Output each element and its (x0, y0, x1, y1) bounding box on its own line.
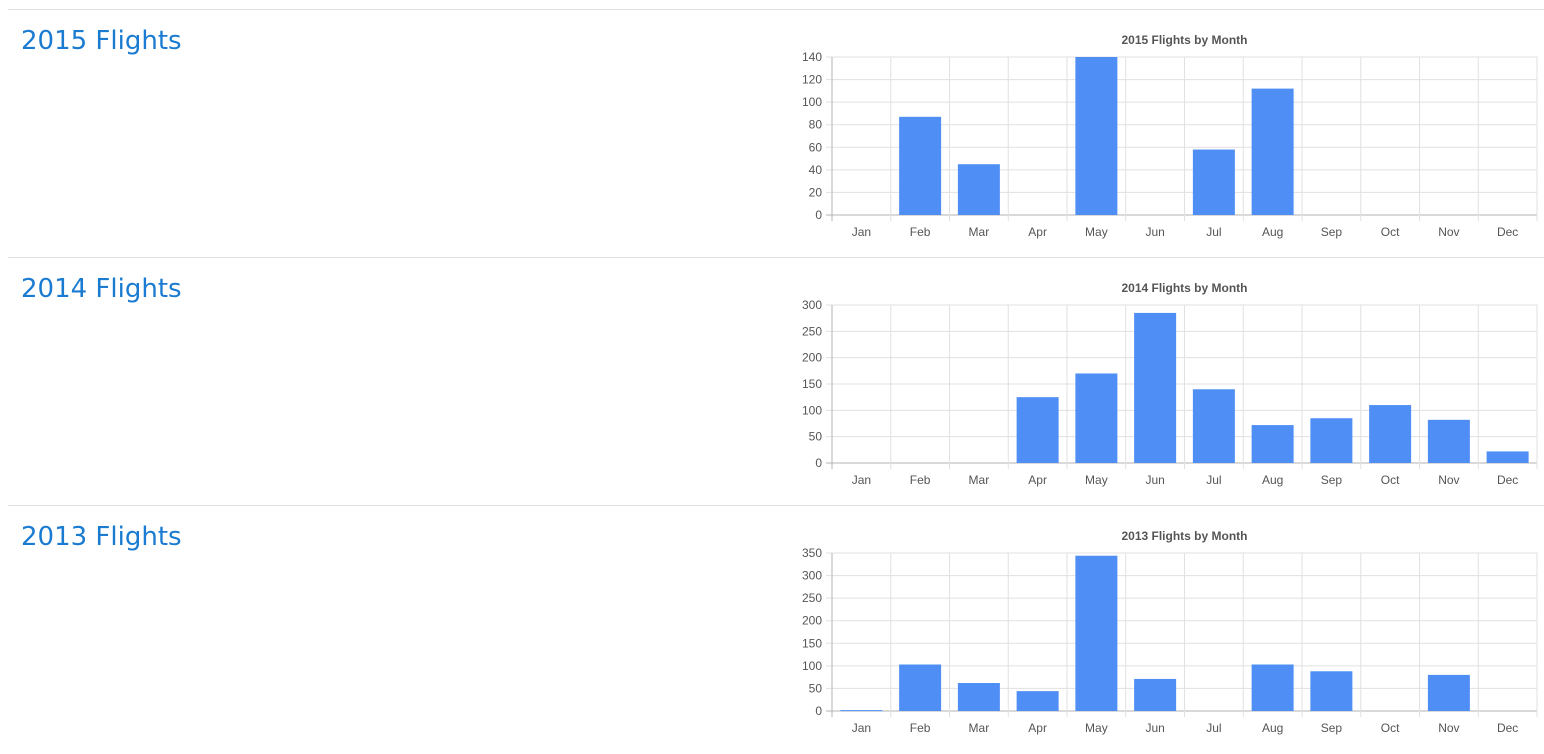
bar-sep (1310, 418, 1353, 463)
x-tick-label-dec: Dec (1497, 225, 1518, 239)
x-tick-label-jun: Jun (1145, 225, 1164, 239)
bar-nov (1427, 419, 1470, 463)
x-tick-label-oct: Oct (1381, 473, 1400, 487)
x-tick-label-dec: Dec (1497, 721, 1518, 735)
x-tick-label-oct: Oct (1381, 225, 1400, 239)
bar-may (1075, 57, 1118, 215)
y-tick-label: 0 (815, 456, 822, 470)
y-tick-label: 100 (802, 659, 822, 673)
x-tick-label-mar: Mar (969, 225, 990, 239)
flights-section-2015: 2015 Flights 2015 Flights by Month 0 20 40 6… (8, 9, 1544, 257)
bar-jan (840, 710, 883, 712)
section-title-2015: 2015 Flights (21, 26, 182, 56)
x-tick-label-oct: Oct (1381, 721, 1400, 735)
x-tick-label-nov: Nov (1438, 473, 1459, 487)
y-tick-label: 40 (809, 163, 823, 177)
bar-aug (1251, 88, 1294, 215)
section-title-2014: 2014 Flights (21, 274, 182, 304)
bar-apr (1016, 691, 1059, 711)
y-tick-label: 80 (809, 118, 823, 132)
y-tick-label: 100 (802, 403, 822, 417)
x-tick-label-jul: Jul (1206, 721, 1221, 735)
bar-nov (1427, 674, 1470, 711)
bar-mar (957, 683, 1000, 711)
bar-jul (1192, 149, 1235, 215)
x-tick-label-sep: Sep (1321, 473, 1343, 487)
chart-2014-flights-by-month: 2014 Flights by Month 0 50 100 150 200 250 300 J… (802, 281, 1538, 487)
x-tick-label-jun: Jun (1145, 721, 1164, 735)
y-tick-label: 150 (802, 377, 822, 391)
bar-aug (1251, 425, 1294, 463)
y-tick-label: 20 (809, 185, 823, 199)
x-tick-label-jan: Jan (852, 225, 871, 239)
x-tick-label-jul: Jul (1206, 225, 1221, 239)
bar-aug (1251, 664, 1294, 711)
x-tick-label-apr: Apr (1028, 225, 1047, 239)
bar-apr (1016, 397, 1059, 463)
y-tick-label: 140 (802, 50, 822, 64)
chart-2015-flights-by-month: 2015 Flights by Month 0 20 40 60 80 100 120 140 J… (802, 33, 1538, 239)
y-tick-label: 250 (802, 324, 822, 338)
x-tick-label-mar: Mar (969, 721, 990, 735)
x-tick-label-jan: Jan (852, 473, 871, 487)
x-tick-label-apr: Apr (1028, 473, 1047, 487)
bar-sep (1310, 671, 1353, 711)
y-tick-label: 200 (802, 614, 822, 628)
bar-oct (1369, 405, 1412, 463)
x-tick-label-sep: Sep (1321, 721, 1343, 735)
x-tick-label-jul: Jul (1206, 473, 1221, 487)
y-tick-label: 120 (802, 73, 822, 87)
bar-may (1075, 555, 1118, 711)
x-tick-label-feb: Feb (910, 721, 931, 735)
x-tick-label-jan: Jan (852, 721, 871, 735)
x-tick-label-may: May (1085, 721, 1108, 735)
chart-title: 2014 Flights by Month (1121, 281, 1247, 295)
x-tick-label-feb: Feb (910, 473, 931, 487)
y-tick-label: 60 (809, 140, 823, 154)
x-tick-label-may: May (1085, 225, 1108, 239)
x-tick-label-dec: Dec (1497, 473, 1518, 487)
x-tick-label-aug: Aug (1262, 473, 1283, 487)
y-tick-label: 250 (802, 591, 822, 605)
x-tick-label-aug: Aug (1262, 225, 1283, 239)
y-tick-label: 50 (809, 681, 823, 695)
x-tick-label-aug: Aug (1262, 721, 1283, 735)
bar-mar (957, 164, 1000, 215)
flights-section-2013: 2013 Flights 2013 Flights by Month 0 50 100… (8, 505, 1544, 753)
x-tick-label-sep: Sep (1321, 225, 1343, 239)
y-tick-label: 350 (802, 546, 822, 560)
y-tick-label: 50 (809, 430, 823, 444)
section-title-2013: 2013 Flights (21, 522, 182, 552)
flights-section-2014: 2014 Flights 2014 Flights by Month 0 50 100… (8, 257, 1544, 505)
y-tick-label: 0 (815, 704, 822, 718)
y-tick-label: 300 (802, 298, 822, 312)
x-tick-label-mar: Mar (969, 473, 990, 487)
chart-title: 2013 Flights by Month (1121, 529, 1247, 543)
y-tick-label: 200 (802, 351, 822, 365)
bar-feb (899, 116, 942, 215)
bar-dec (1486, 451, 1529, 463)
chart-2013-flights-by-month: 2013 Flights by Month 0 50 100 150 200 250 300 3… (802, 529, 1538, 735)
bar-feb (899, 664, 942, 711)
x-tick-label-nov: Nov (1438, 225, 1459, 239)
bar-may (1075, 373, 1118, 463)
y-tick-label: 100 (802, 95, 822, 109)
bar-jul (1192, 389, 1235, 463)
x-tick-label-feb: Feb (910, 225, 931, 239)
x-tick-label-nov: Nov (1438, 721, 1459, 735)
bar-jun (1134, 678, 1177, 711)
y-tick-label: 0 (815, 208, 822, 222)
y-tick-label: 300 (802, 569, 822, 583)
y-tick-label: 150 (802, 636, 822, 650)
x-tick-label-may: May (1085, 473, 1108, 487)
chart-title: 2015 Flights by Month (1121, 33, 1247, 47)
x-tick-label-jun: Jun (1145, 473, 1164, 487)
bar-jun (1134, 312, 1177, 463)
x-tick-label-apr: Apr (1028, 721, 1047, 735)
